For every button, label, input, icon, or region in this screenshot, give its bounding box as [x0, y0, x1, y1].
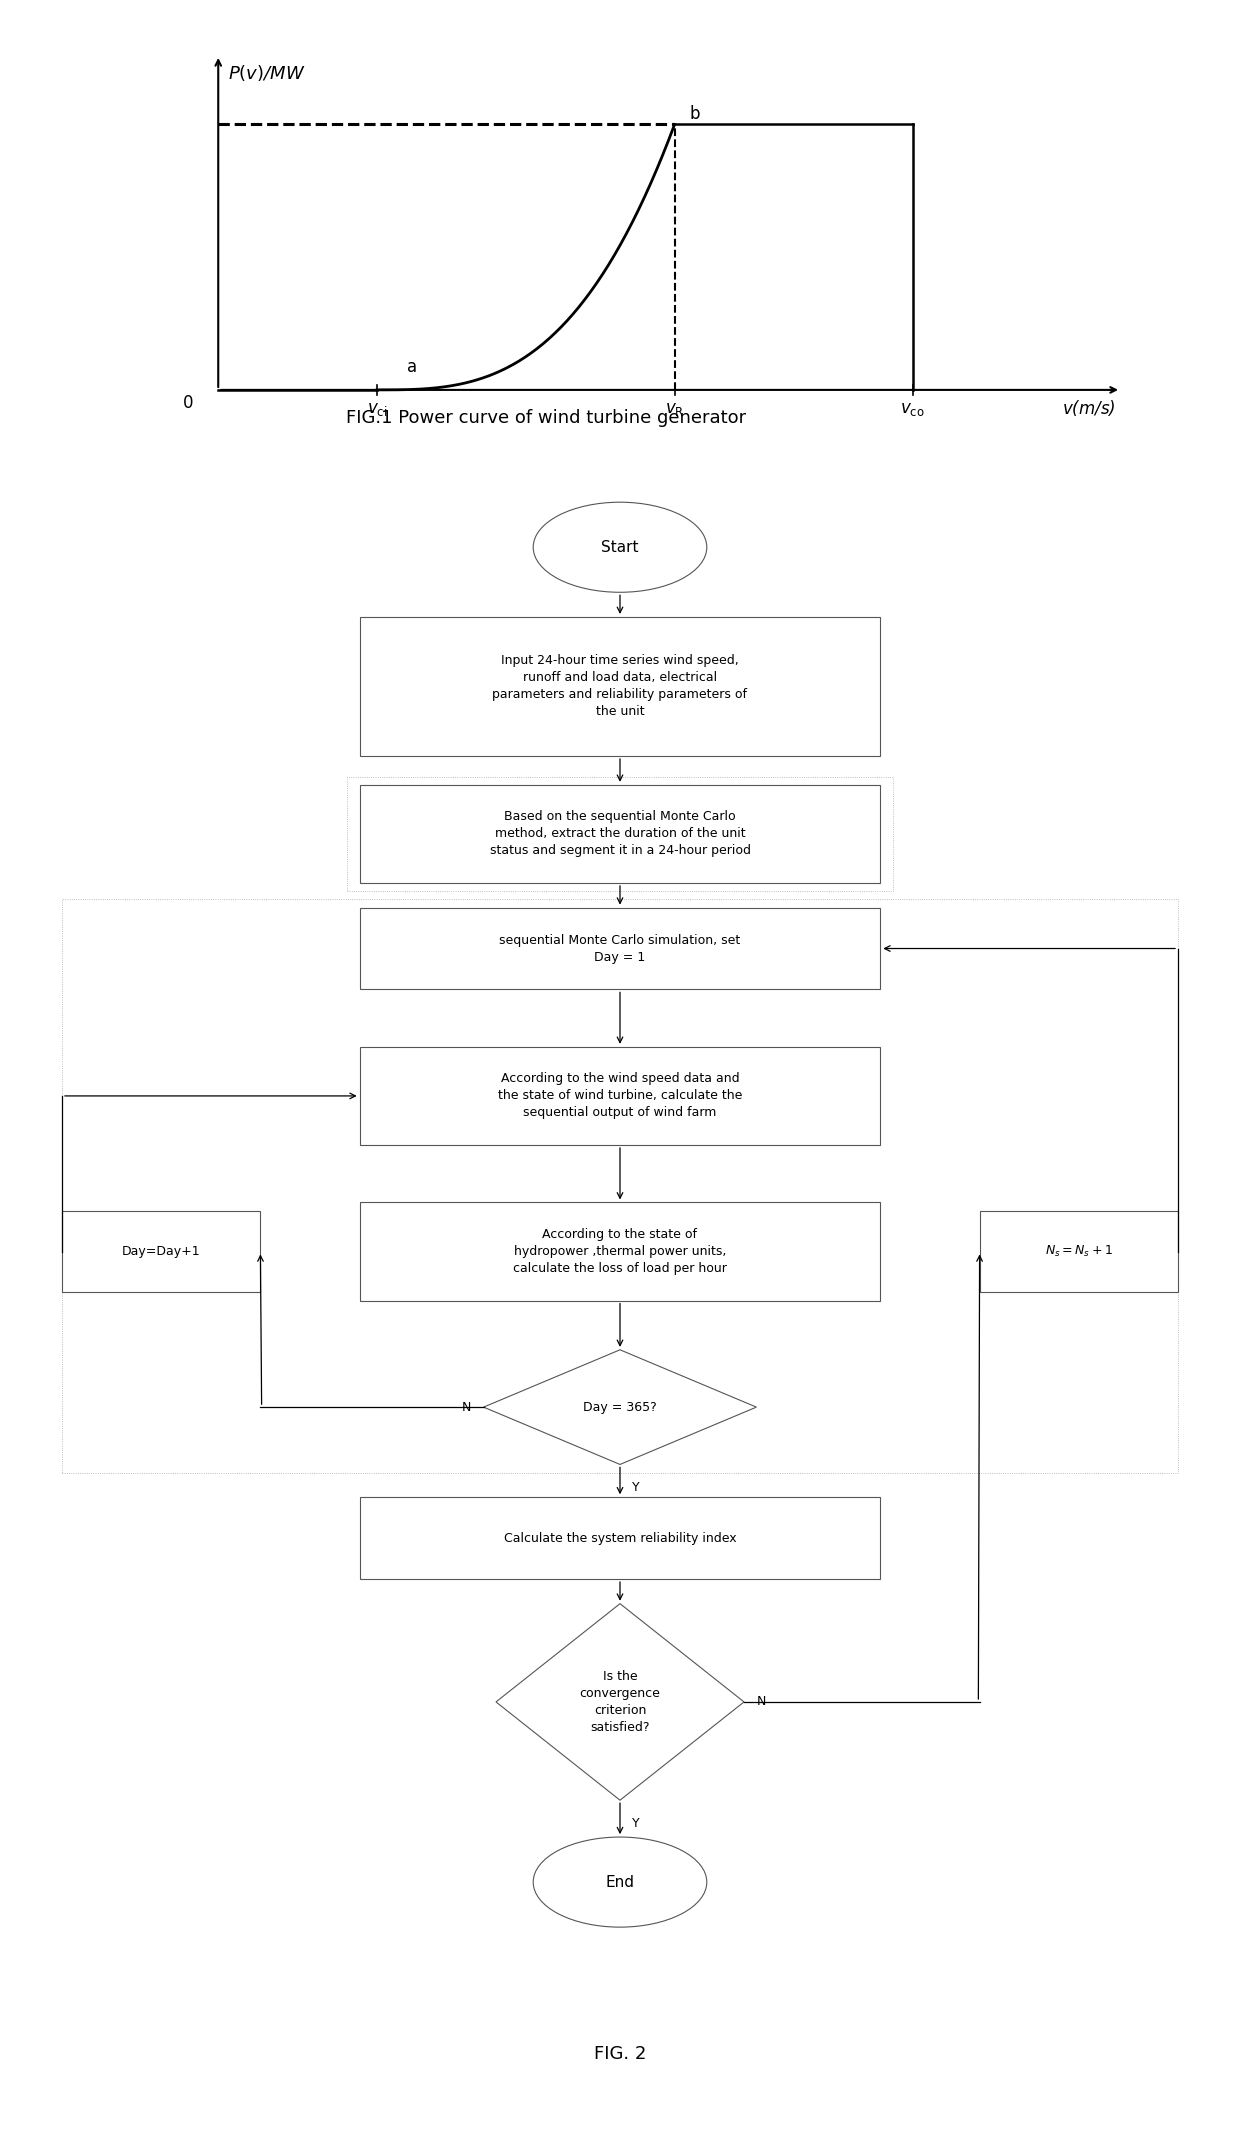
Text: Calculate the system reliability index: Calculate the system reliability index [503, 1531, 737, 1544]
Ellipse shape [533, 503, 707, 593]
Text: $v$(m/s): $v$(m/s) [1063, 398, 1116, 417]
Bar [360, 786, 880, 882]
Bar [62, 899, 1178, 1473]
Text: $N_s=N_s + 1$: $N_s=N_s + 1$ [1045, 1244, 1112, 1259]
Polygon shape [484, 1349, 756, 1464]
Text: End: End [605, 1876, 635, 1891]
Text: According to the wind speed data and
the state of wind turbine, calculate the
se: According to the wind speed data and the… [497, 1073, 743, 1120]
Text: $P(v)$/MW: $P(v)$/MW [228, 64, 306, 83]
Text: $v_{\rm ci}$: $v_{\rm ci}$ [367, 400, 387, 417]
Text: Y: Y [632, 1816, 640, 1831]
Bar [347, 777, 893, 891]
Bar [360, 908, 880, 989]
Text: FIG.1 Power curve of wind turbine generator: FIG.1 Power curve of wind turbine genera… [346, 409, 745, 426]
Ellipse shape [533, 1837, 707, 1927]
Polygon shape [496, 1604, 744, 1801]
Text: Is the
convergence
criterion
satisfied?: Is the convergence criterion satisfied? [579, 1670, 661, 1734]
Text: N: N [756, 1696, 766, 1709]
Bar [360, 1047, 880, 1145]
Text: Start: Start [601, 540, 639, 555]
Bar [360, 1203, 880, 1302]
Text: Day = 365?: Day = 365? [583, 1400, 657, 1413]
Text: According to the state of
hydropower ,thermal power units,
calculate the loss of: According to the state of hydropower ,th… [513, 1229, 727, 1276]
Text: Based on the sequential Monte Carlo
method, extract the duration of the unit
sta: Based on the sequential Monte Carlo meth… [490, 809, 750, 856]
Bar [360, 1497, 880, 1580]
Bar [980, 1210, 1178, 1293]
Text: FIG. 2: FIG. 2 [594, 2045, 646, 2064]
Text: $v_{\rm R}$: $v_{\rm R}$ [665, 400, 684, 417]
Text: b: b [689, 105, 699, 124]
Text: Y: Y [632, 1482, 640, 1494]
Text: Input 24-hour time series wind speed,
runoff and load data, electrical
parameter: Input 24-hour time series wind speed, ru… [492, 655, 748, 719]
Text: N: N [461, 1400, 471, 1413]
Text: a: a [407, 358, 417, 377]
Text: Day=Day+1: Day=Day+1 [122, 1246, 201, 1259]
Text: 0: 0 [184, 394, 193, 411]
Text: $v_{\rm co}$: $v_{\rm co}$ [900, 400, 925, 417]
Text: sequential Monte Carlo simulation, set
Day = 1: sequential Monte Carlo simulation, set D… [500, 933, 740, 963]
Bar [360, 617, 880, 756]
Bar [62, 1210, 260, 1293]
